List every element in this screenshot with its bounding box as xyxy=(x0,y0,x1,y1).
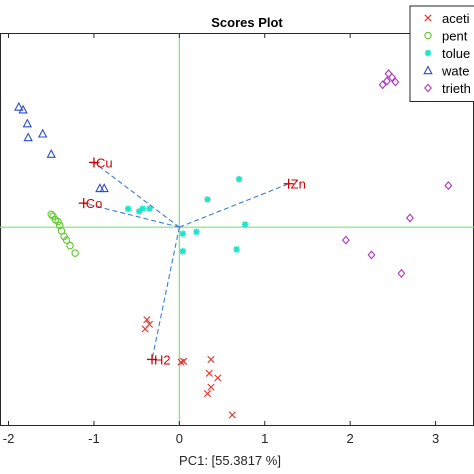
x-tick-label: 0 xyxy=(176,431,183,446)
x-tick-label: -2 xyxy=(3,431,15,446)
data-point xyxy=(49,212,57,220)
data-point xyxy=(60,232,68,241)
loading-line xyxy=(83,202,180,228)
data-point xyxy=(99,183,109,193)
data-point xyxy=(228,411,236,419)
data-point xyxy=(180,357,188,365)
legend-entry: wate xyxy=(423,64,469,79)
series-tolue xyxy=(124,175,249,255)
data-point xyxy=(23,132,33,142)
loading-label: Cu xyxy=(96,155,113,170)
data-point xyxy=(54,217,62,226)
legend-label: pent xyxy=(442,29,468,44)
data-point xyxy=(193,228,200,236)
data-point xyxy=(124,205,132,212)
data-point xyxy=(444,181,453,191)
loading-marker xyxy=(283,178,294,189)
x-tick-label: 2 xyxy=(347,431,354,446)
data-point xyxy=(397,268,406,278)
data-point xyxy=(204,196,211,203)
legend-entry: tolue xyxy=(424,46,470,61)
data-point xyxy=(62,236,71,244)
data-point xyxy=(177,358,185,366)
data-point xyxy=(136,208,143,215)
x-axis: -2 -1 0 1 2 3 xyxy=(3,33,439,446)
x-tick-label: 1 xyxy=(261,431,268,446)
loading-line xyxy=(93,162,180,228)
x-axis-label: PC1: [55.3817 %] xyxy=(179,453,281,468)
plot-area: Cu Co Zn H2 xyxy=(0,33,474,426)
data-point xyxy=(18,104,28,114)
legend-label: tolue xyxy=(442,46,470,61)
data-point xyxy=(46,148,56,158)
legend-entry: pent xyxy=(424,29,468,44)
x-tick-label: -1 xyxy=(88,431,100,446)
loading-marker xyxy=(88,157,99,168)
data-point xyxy=(143,316,151,324)
data-point xyxy=(179,230,186,237)
data-point xyxy=(388,72,396,82)
data-point xyxy=(14,101,24,111)
legend-entry: aceti xyxy=(424,11,470,26)
data-point xyxy=(203,390,212,398)
data-point xyxy=(406,213,414,223)
data-point xyxy=(207,383,215,391)
chart-title: Scores Plot xyxy=(211,15,283,30)
data-point xyxy=(241,221,249,228)
legend-label: aceti xyxy=(442,11,470,26)
loading-label: H2 xyxy=(154,352,171,367)
data-point xyxy=(341,235,350,245)
data-point xyxy=(37,128,48,138)
loading-line xyxy=(179,183,289,228)
plot-frame xyxy=(0,33,474,426)
x-tick-label: 3 xyxy=(432,431,439,446)
series-wate xyxy=(14,101,109,193)
data-point xyxy=(233,246,240,253)
loading-marker xyxy=(147,354,158,365)
data-point xyxy=(205,369,213,377)
data-point xyxy=(22,118,33,128)
data-point xyxy=(367,250,376,260)
data-point xyxy=(141,325,149,333)
legend-box xyxy=(409,5,474,102)
series-aceti xyxy=(141,316,236,419)
data-point xyxy=(146,205,153,212)
data-point xyxy=(179,248,186,255)
data-point xyxy=(71,249,79,257)
data-point xyxy=(384,69,393,79)
legend: aceti pent tolue wate trieth xyxy=(409,5,474,102)
data-point xyxy=(378,80,387,90)
loadings: Cu Co Zn H2 xyxy=(78,155,306,367)
data-point xyxy=(139,205,146,212)
legend-label: trieth xyxy=(442,81,471,96)
legend-entry: trieth xyxy=(424,81,471,96)
loading-label: Co xyxy=(86,196,103,211)
loading-line xyxy=(151,227,180,360)
data-point xyxy=(66,241,74,250)
series-pent xyxy=(47,210,79,257)
series-trieth xyxy=(341,69,453,278)
data-point xyxy=(391,77,400,87)
loading-marker xyxy=(78,198,89,209)
loading-label: Zn xyxy=(291,177,306,192)
data-point xyxy=(235,175,243,183)
data-point xyxy=(207,355,215,364)
data-point xyxy=(47,210,55,218)
data-point xyxy=(382,76,391,86)
legend-label: wate xyxy=(441,64,469,79)
data-point xyxy=(214,374,222,382)
